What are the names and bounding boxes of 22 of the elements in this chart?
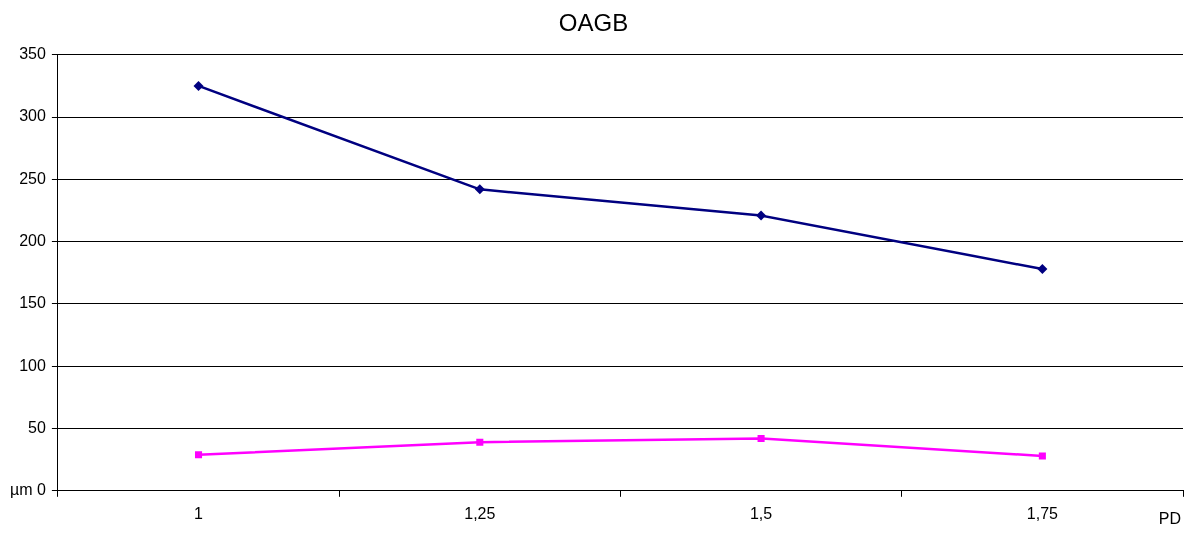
y-tick-label: 150 xyxy=(19,294,46,312)
y-tick-label: 200 xyxy=(19,232,46,250)
x-tick-label: 1,5 xyxy=(749,504,773,522)
point xyxy=(757,434,765,443)
point xyxy=(476,438,484,446)
y-tick-label: µm 0 xyxy=(10,481,46,499)
point xyxy=(1038,452,1046,460)
x-axis-title: PD xyxy=(1158,510,1181,528)
point xyxy=(756,210,767,221)
y-tick-label: 250 xyxy=(19,169,46,187)
y-tick-label: 50 xyxy=(28,418,46,436)
y-tick-label: 350 xyxy=(19,45,46,63)
point xyxy=(194,451,203,459)
chart-title: OAGB xyxy=(558,9,629,37)
y-tick-label: 300 xyxy=(19,107,46,125)
point xyxy=(193,80,204,91)
y-tick-label: 100 xyxy=(19,356,46,374)
x-tick-label: 1,75 xyxy=(1026,504,1059,522)
point xyxy=(1037,264,1048,275)
x-tick-label: 1,25 xyxy=(464,504,496,522)
x-tick-label: 1 xyxy=(194,504,204,522)
point xyxy=(474,184,485,195)
